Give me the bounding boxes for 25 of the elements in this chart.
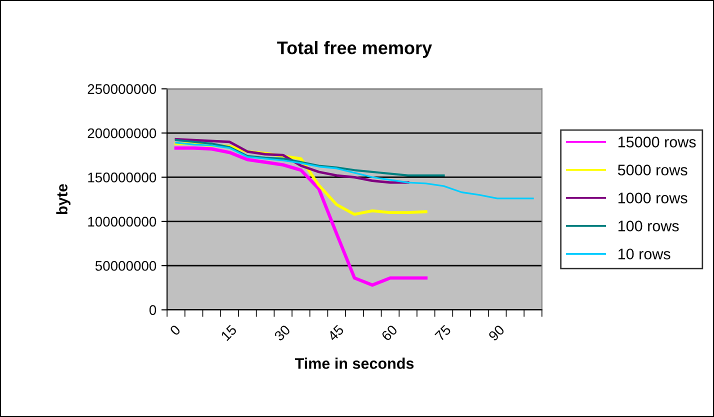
x-tick-label: 90 — [488, 324, 506, 342]
x-tick-label: 60 — [380, 324, 398, 342]
y-tick-label: 50000000 — [95, 260, 156, 271]
chart-title: Total free memory — [277, 41, 432, 58]
x-tick-label: 15 — [220, 324, 238, 342]
y-tick-label: 100000000 — [88, 216, 156, 227]
y-tick-label: 250000000 — [88, 84, 156, 94]
x-tick-label: 45 — [327, 324, 344, 342]
line-series — [175, 142, 534, 200]
line-series — [174, 138, 410, 184]
line-series — [174, 139, 445, 176]
legend-label: 100 rows — [618, 220, 679, 232]
line-series — [174, 146, 428, 287]
y-tick-label: 150000000 — [88, 172, 156, 182]
legend-label: 5000 rows — [618, 164, 688, 176]
y-tick-label: 200000000 — [88, 128, 156, 138]
legend-label: 10 rows — [618, 248, 670, 260]
y-axis-title: byte — [56, 184, 70, 214]
x-tick-label: 75 — [434, 324, 452, 342]
x-tick-label: 0 — [169, 324, 181, 336]
legend-label: 15000 rows — [618, 136, 696, 148]
y-tick-label: 0 — [149, 305, 156, 315]
x-tick-label: 30 — [274, 324, 291, 342]
legend-label: 1000 rows — [618, 192, 688, 204]
x-axis-title: Time in seconds — [294, 358, 414, 369]
